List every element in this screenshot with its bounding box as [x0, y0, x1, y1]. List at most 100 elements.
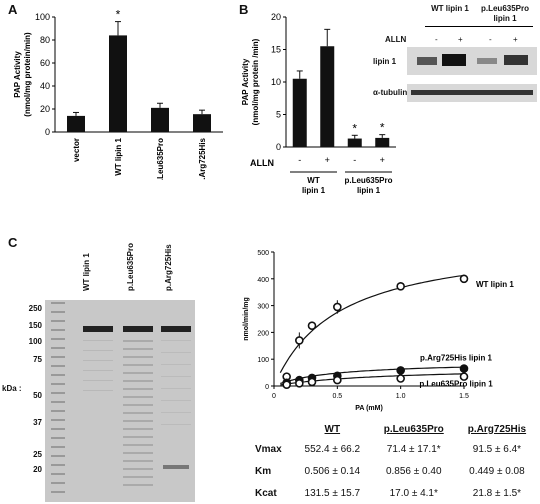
data-point [459, 364, 469, 373]
gel-band [83, 326, 113, 332]
x-tick-label: p.Leu635Pro [156, 138, 165, 180]
kinetics-cell: 0.506 ± 0.14 [304, 465, 361, 477]
gel-image [45, 300, 195, 502]
x-tick-label: 0.5 [332, 393, 342, 400]
bar [193, 114, 211, 132]
kinetics-header-row: WT p.Leu635Pro p.Arg725His [255, 420, 538, 438]
y-tick-label: 80 [40, 35, 50, 45]
kinetics-cell: 0.856 ± 0.40 [385, 465, 442, 477]
gel-marker-label: 25 [33, 450, 42, 459]
y-tick-label: 20 [271, 12, 281, 22]
kinetics-row-label: Km [255, 465, 272, 477]
blot-header-leu635pro: p.Leu635Pro lipin 1 [480, 4, 529, 23]
y-tick-label: 20 [40, 104, 50, 114]
blot-header-divider [425, 26, 533, 27]
bar [320, 46, 335, 147]
gel-band [161, 326, 191, 332]
series-label: p.Leu635Pro lipin 1 [419, 380, 493, 389]
data-point [307, 377, 317, 387]
y-tick-label: 60 [40, 58, 50, 68]
gel-lane-smear [123, 340, 153, 490]
x-axis-label: PA (mM) [355, 405, 383, 412]
blot-treatment: - [489, 35, 492, 44]
kinetics-cell: 71.4 ± 17.1* [386, 443, 441, 455]
kinetics-cell: 131.5 ± 15.7 [304, 487, 361, 499]
kinetics-cell: 21.8 ± 1.5* [472, 487, 522, 499]
y-tick-label: 0 [45, 127, 50, 137]
bar [109, 35, 127, 132]
significance-star: * [352, 121, 357, 135]
bar [151, 107, 169, 132]
data-point [295, 379, 304, 388]
blot-row-tubulin: α-tubulin [373, 88, 408, 97]
kinetics-row-km: Km 0.506 ± 0.14 0.856 ± 0.40 0.449 ± 0.0… [255, 460, 538, 482]
kinetics-row-label: Vmax [255, 443, 282, 455]
gel-lane-label: p.Arg725His [164, 244, 173, 291]
y-axis-label-line: PAP Activity [13, 51, 22, 98]
blot-treatment: + [458, 35, 463, 44]
kinetics-cell: 552.4 ± 66.2 [304, 443, 361, 455]
blot-strip-tubulin [407, 84, 537, 102]
y-tick-label: 500 [257, 250, 269, 257]
y-tick-label: 5 [276, 110, 281, 120]
y-tick-label: 100 [35, 12, 50, 22]
y-tick-label: 100 [257, 357, 269, 364]
y-axis-label: nmol/min/mg [243, 297, 250, 341]
x-tick-label: - [353, 155, 356, 165]
data-point [295, 336, 304, 345]
panel-label-a: A [8, 2, 18, 17]
blot-alln-label: ALLN [385, 35, 407, 44]
group-label-line: p.Leu635Pro [344, 176, 392, 185]
bar [292, 78, 307, 147]
kinetics-header: p.Leu635Pro [383, 423, 444, 435]
data-point [396, 282, 405, 291]
chart-b: 0 5 10 15 20 PAP Activity(nmol/mg protein /mi… [241, 12, 396, 195]
gel-marker-label: 50 [33, 391, 42, 400]
sds-page-gel: kDa : 250 150 100 75 50 37 25 20 WT lipin 1 p.L… [0, 235, 225, 503]
x-tick-label: WT lipin 1 [114, 137, 123, 175]
gel-lane-label: p.Leu635Pro [126, 242, 135, 291]
gel-band [123, 326, 153, 332]
data-point [396, 366, 405, 375]
western-blot-b: WT lipin 1 p.Leu635Pro lipin 1 ALLN - + … [373, 2, 540, 112]
group-label-line: WT [307, 176, 320, 185]
kinetics-cell: 91.5 ± 6.4* [472, 443, 522, 455]
x-tick-label: 1.0 [396, 393, 406, 400]
blot-band [411, 90, 533, 95]
gel-ladder-lane [51, 302, 65, 500]
blot-band [477, 58, 497, 64]
x-tick-label: 1.5 [459, 393, 469, 400]
series-label: WT lipin 1 [476, 280, 514, 289]
x-tick-label: - [298, 155, 301, 165]
blot-row-lipin1: lipin 1 [373, 57, 397, 66]
y-tick-label: 0 [276, 142, 281, 152]
group-label-line: lipin 1 [302, 186, 326, 195]
blot-header-wt: WT lipin 1 [431, 4, 469, 13]
alln-label: ALLN [250, 158, 274, 168]
y-axis-label-line: (nmol/mg protein/min) [23, 32, 32, 117]
y-tick-label: 10 [271, 77, 281, 87]
chart-c: 0 100 200 300 400 500 0 0.5 1.0 1.5 PA (mM) nmol/mi… [243, 250, 514, 412]
gel-lane-label: WT lipin 1 [82, 253, 91, 291]
gel-marker-label: 75 [33, 355, 42, 364]
y-axis-label: PAP Activity(nmol/mg protein/min) [13, 32, 32, 117]
significance-star: * [380, 121, 385, 135]
series-label: p.Arg725His lipin 1 [420, 354, 493, 363]
y-axis-label: PAP Activity(nmol/mg protein /min) [241, 38, 260, 125]
kinetics-row-kcat: Kcat 131.5 ± 15.7 17.0 ± 4.1* 21.8 ± 1.5… [255, 482, 538, 504]
kinetics-row-label: Kcat [255, 487, 277, 499]
bar [67, 115, 85, 132]
gel-band [163, 465, 189, 469]
blot-band [504, 55, 528, 65]
blot-treatment: - [435, 35, 438, 44]
panel-label-b: B [239, 2, 249, 17]
y-tick-label: 15 [271, 45, 281, 55]
gel-marker-label: 20 [33, 465, 42, 474]
kinetics-header: WT [324, 423, 341, 435]
y-axis-label-line: PAP Activity [241, 58, 250, 105]
blot-treatment: + [513, 35, 518, 44]
data-point [396, 374, 405, 383]
blot-strip-lipin1 [407, 47, 537, 75]
gel-marker-label: 37 [33, 418, 42, 427]
